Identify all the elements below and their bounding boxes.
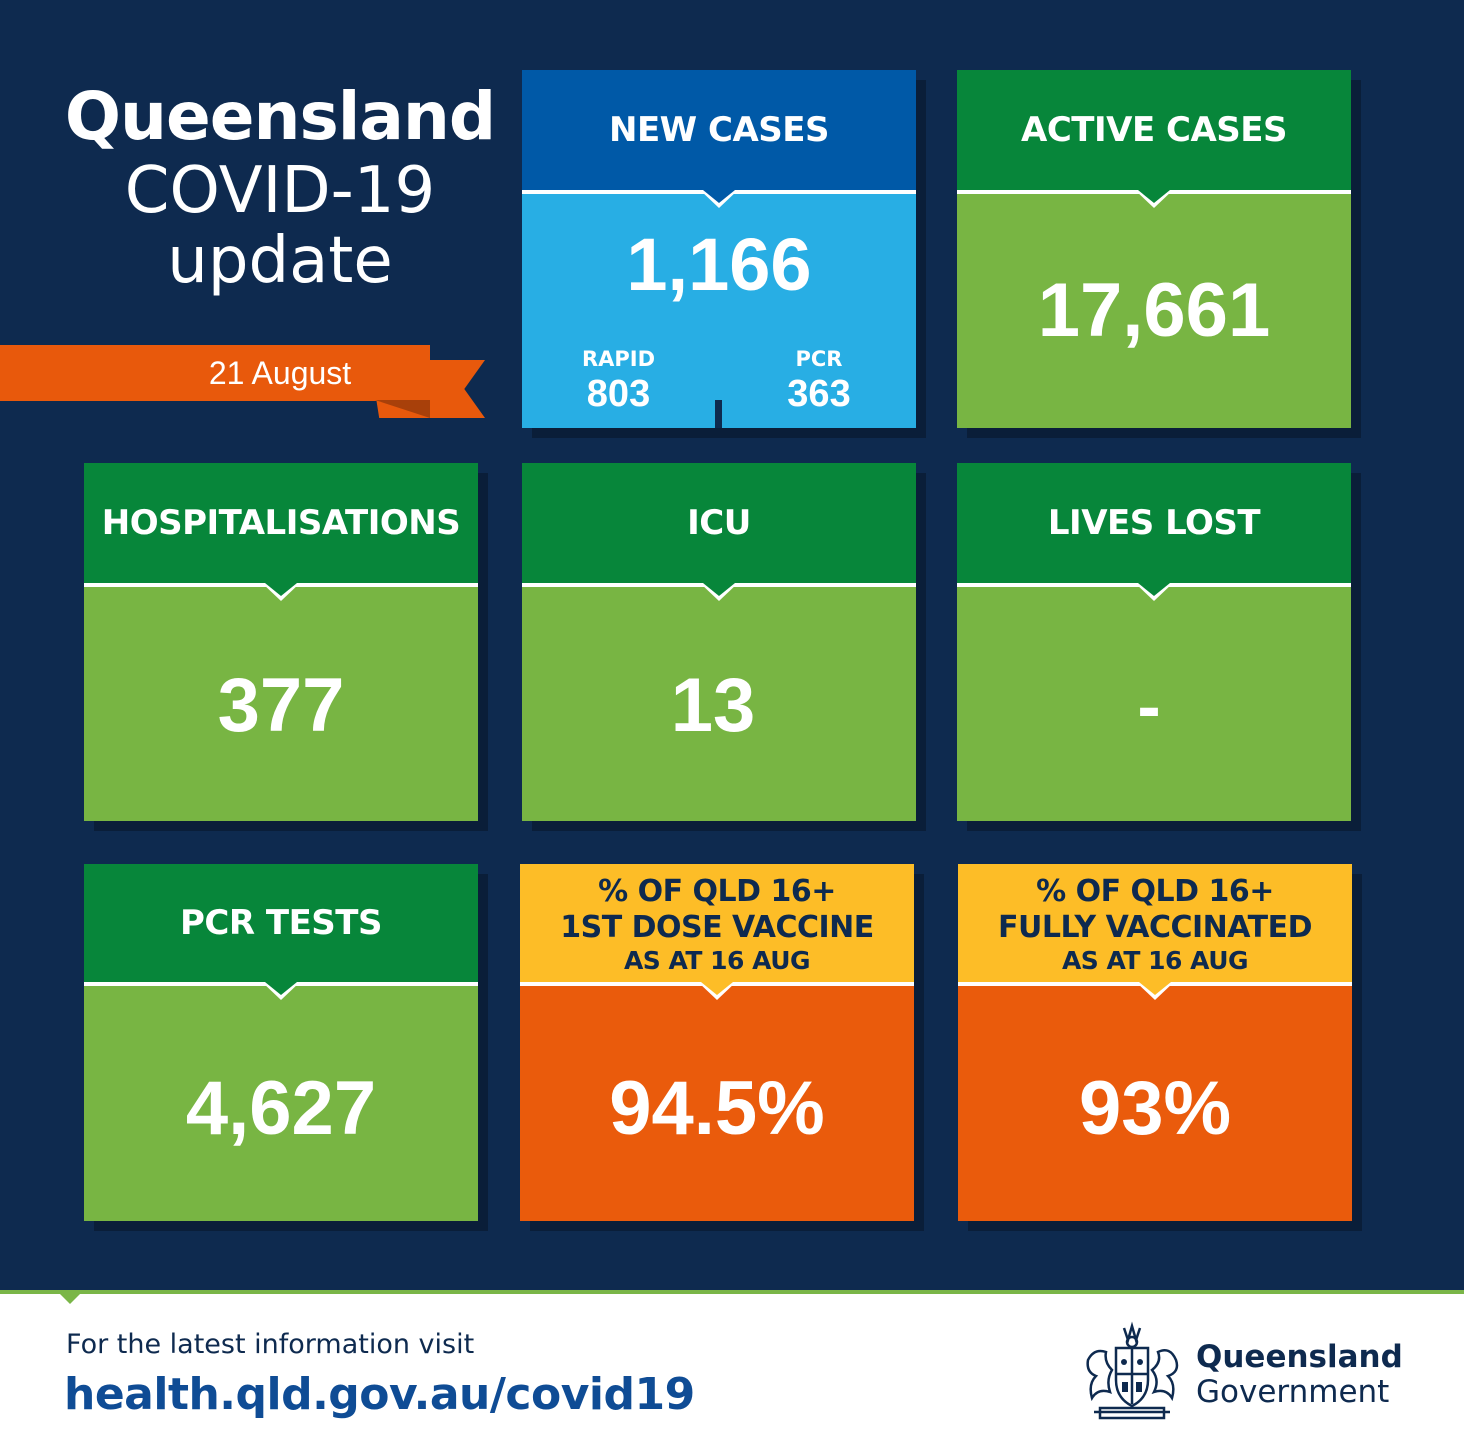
footer-notch	[56, 1290, 84, 1304]
lives-lost-header: LIVES LOST	[957, 463, 1351, 583]
first-dose-header: % OF QLD 16+ 1ST DOSE VACCINE AS AT 16 A…	[520, 864, 914, 982]
fully-vaccinated-header: % OF QLD 16+ FULLY VACCINATED AS AT 16 A…	[958, 864, 1352, 982]
page-title: Queensland COVID-19 update	[50, 78, 510, 296]
icu-tile: ICU 13	[522, 463, 916, 821]
notch-arrow-inner	[703, 190, 735, 203]
title-line-covid: COVID-19	[124, 154, 436, 228]
hospitalisations-label: HOSPITALISATIONS	[101, 503, 461, 543]
rapid-box: RAPID 803	[522, 338, 715, 428]
active-cases-value: 17,661	[1037, 268, 1271, 353]
notch-arrow-inner	[265, 982, 297, 995]
fully-vaccinated-label-line1: % OF QLD 16+	[1036, 874, 1274, 909]
notch-arrow-inner	[1138, 190, 1170, 203]
hospitalisations-header: HOSPITALISATIONS	[84, 463, 478, 583]
queensland-coat-of-arms-icon	[1076, 1318, 1188, 1424]
title-line-queensland: Queensland	[64, 78, 496, 155]
fully-vaccinated-tile: % OF QLD 16+ FULLY VACCINATED AS AT 16 A…	[958, 864, 1352, 1221]
pcr-tests-tile: PCR TESTS 4,627	[84, 864, 478, 1221]
lives-lost-value: -	[1137, 667, 1161, 745]
hospitalisations-tile: HOSPITALISATIONS 377	[84, 463, 478, 821]
new-cases-label: NEW CASES	[609, 110, 830, 150]
fully-vaccinated-label-line2: FULLY VACCINATED	[997, 910, 1313, 945]
pcr-tests-value: 4,627	[185, 1066, 377, 1151]
new-cases-header: NEW CASES	[522, 70, 916, 190]
footer-link[interactable]: health.qld.gov.au/covid19	[64, 1369, 695, 1420]
pcr-tests-label: PCR TESTS	[180, 903, 382, 943]
active-cases-header: ACTIVE CASES	[957, 70, 1351, 190]
pcr-value: 363	[787, 373, 851, 415]
new-cases-value: 1,166	[626, 223, 812, 306]
first-dose-tile: % OF QLD 16+ 1ST DOSE VACCINE AS AT 16 A…	[520, 864, 914, 1221]
date-label: 21 August	[208, 355, 352, 391]
date-ribbon	[0, 345, 430, 401]
rapid-label: RAPID	[581, 347, 656, 371]
title-line-update: update	[167, 224, 393, 298]
pcr-box: PCR 363	[722, 338, 916, 428]
notch-arrow-inner	[701, 982, 733, 995]
first-dose-label-line1: % OF QLD 16+	[598, 874, 836, 909]
hospitalisations-value: 377	[217, 663, 345, 748]
notch-arrow-inner	[1138, 583, 1170, 596]
icu-header: ICU	[522, 463, 916, 583]
fully-vaccinated-value: 93%	[1078, 1066, 1232, 1151]
notch-arrow-inner	[703, 583, 735, 596]
fully-vaccinated-label-line3: AS AT 16 AUG	[1061, 946, 1249, 975]
first-dose-value: 94.5%	[609, 1066, 825, 1151]
rapid-value: 803	[586, 373, 651, 415]
active-cases-label: ACTIVE CASES	[1021, 110, 1287, 150]
pcr-label: PCR	[795, 347, 843, 371]
lives-lost-tile: LIVES LOST -	[957, 463, 1351, 821]
footer-info-text: For the latest information visit	[66, 1329, 475, 1360]
first-dose-label-line3: AS AT 16 AUG	[623, 946, 811, 975]
queensland-government-logo: Queensland Government	[1196, 1340, 1403, 1410]
logo-government: Government	[1196, 1374, 1390, 1410]
footer	[0, 1290, 1464, 1444]
notch-arrow-inner	[265, 583, 297, 596]
logo-queensland: Queensland	[1196, 1339, 1403, 1375]
icu-value: 13	[670, 663, 756, 748]
notch-arrow-inner	[1139, 982, 1171, 995]
icu-label: ICU	[687, 503, 751, 543]
active-cases-tile: ACTIVE CASES 17,661	[957, 70, 1351, 428]
lives-lost-label: LIVES LOST	[1047, 503, 1261, 543]
pcr-tests-header: PCR TESTS	[84, 864, 478, 982]
first-dose-label-line2: 1ST DOSE VACCINE	[560, 910, 874, 945]
